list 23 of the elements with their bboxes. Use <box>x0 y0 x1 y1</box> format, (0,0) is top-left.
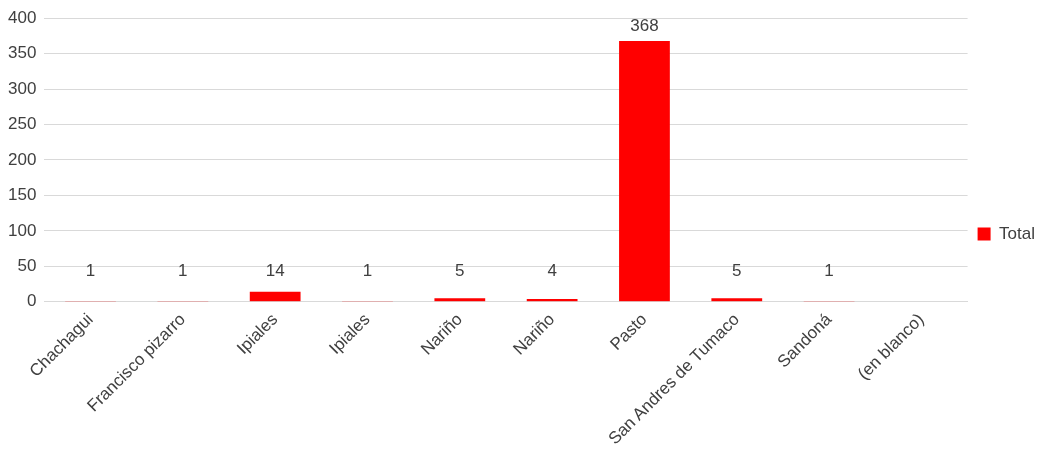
y-tick-label: 400 <box>7 7 37 27</box>
bar <box>619 40 670 302</box>
bar <box>434 298 486 302</box>
data-label: 5 <box>455 260 465 280</box>
data-label: 1 <box>362 260 373 280</box>
legend-label: Total <box>999 223 1036 243</box>
data-label: 1 <box>178 260 188 280</box>
y-tick-label: 100 <box>7 220 37 240</box>
y-tick-label: 300 <box>7 78 37 98</box>
data-label: 368 <box>630 16 659 36</box>
bar <box>249 291 301 302</box>
bar <box>711 298 763 302</box>
y-tick-label: 150 <box>7 185 37 205</box>
y-tick-label: 50 <box>17 255 37 275</box>
data-label: 1 <box>85 260 96 280</box>
data-label: 5 <box>732 260 742 280</box>
y-tick-label: 200 <box>7 149 37 169</box>
data-label: 14 <box>265 260 285 280</box>
y-tick-label: 250 <box>7 114 37 134</box>
data-label: 4 <box>547 260 557 280</box>
data-label: 1 <box>824 260 834 280</box>
y-tick-label: 0 <box>26 291 37 311</box>
y-tick-label: 350 <box>7 43 37 63</box>
